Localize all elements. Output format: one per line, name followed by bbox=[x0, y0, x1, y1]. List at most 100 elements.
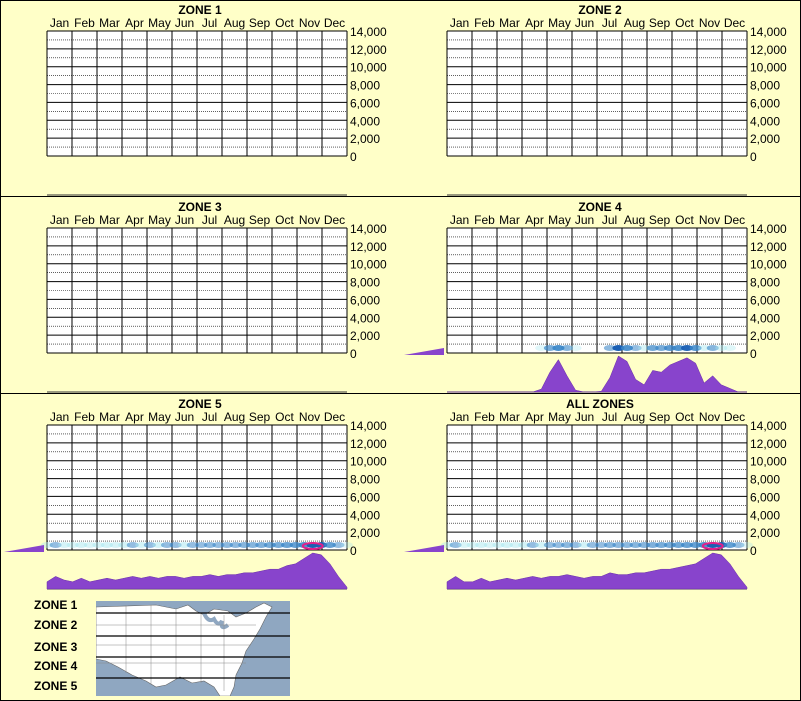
month-label: Oct bbox=[275, 16, 294, 30]
y-tick-label: 8,000 bbox=[350, 79, 380, 93]
zone-chart-svg: ZONE 3 Jan Feb Mar Apr May Jun Jul Aug Sep Oct Nov D… bbox=[46, 200, 387, 393]
month-label: Dec bbox=[324, 16, 345, 30]
y-tick-label: 12,000 bbox=[350, 437, 387, 451]
heat-band bbox=[41, 542, 353, 550]
chart-title: ZONE 1 bbox=[178, 3, 222, 17]
month-label: Apr bbox=[125, 213, 144, 227]
zone-chart-svg: ZONE 2 Jan Feb Mar Apr May Jun Jul Aug Sep Oct Nov D… bbox=[446, 3, 787, 196]
y-tick-label: 10,000 bbox=[350, 61, 387, 75]
y-tick-label: 12,000 bbox=[350, 240, 387, 254]
chart-panel-5: ZONE 5 Jan Feb Mar Apr May Jun Jul Aug Sep Oct Nov D… bbox=[0, 394, 401, 591]
month-label: Jan bbox=[450, 16, 469, 30]
month-label: Jun bbox=[175, 410, 194, 424]
legend-zone-4: ZONE 4 bbox=[34, 659, 78, 673]
y-tick-label: 6,000 bbox=[750, 293, 780, 307]
us-zone-map bbox=[96, 601, 290, 696]
month-label: Jul bbox=[602, 410, 617, 424]
y-tick-label: 2,000 bbox=[750, 329, 780, 343]
x-density-curve bbox=[46, 552, 348, 590]
month-label: Jun bbox=[575, 410, 594, 424]
y-tick-label: 12,000 bbox=[750, 437, 787, 451]
month-label: Oct bbox=[675, 410, 694, 424]
y-tick-label: 4,000 bbox=[750, 114, 780, 128]
y-tick-label: 4,000 bbox=[750, 311, 780, 325]
chart-panel-4: ZONE 4 Jan Feb Mar Apr May Jun Jul Aug Sep Oct Nov D… bbox=[400, 197, 801, 394]
y-tick-label: 10,000 bbox=[750, 455, 787, 469]
zone-chart-svg: ZONE 4 Jan Feb Mar Apr May Jun Jul Aug Sep Oct Nov D… bbox=[404, 200, 787, 393]
chart-panel-1: ZONE 1 Jan Feb Mar Apr May Jun Jul Aug Sep Oct Nov D… bbox=[0, 0, 401, 197]
y-tick-label: 8,000 bbox=[350, 473, 380, 487]
month-label: Mar bbox=[499, 213, 520, 227]
us-map-graphic bbox=[96, 601, 290, 696]
month-label: May bbox=[548, 213, 571, 227]
heat-band bbox=[535, 345, 736, 351]
month-label: Sep bbox=[649, 410, 671, 424]
x-density-curve bbox=[447, 355, 747, 393]
legend-zone-3: ZONE 3 bbox=[34, 640, 78, 654]
month-label: Oct bbox=[675, 213, 694, 227]
y-tick-label: 8,000 bbox=[350, 276, 380, 290]
y-tick-label: 10,000 bbox=[350, 258, 387, 272]
legend-zone-5: ZONE 5 bbox=[34, 679, 78, 693]
y-tick-label: 8,000 bbox=[750, 79, 780, 93]
chart-title: ZONE 4 bbox=[578, 200, 622, 214]
month-label: Jul bbox=[602, 16, 617, 30]
y-tick-label: 2,000 bbox=[750, 132, 780, 146]
month-label: Jan bbox=[50, 410, 69, 424]
y-tick-label: 0 bbox=[750, 347, 757, 361]
month-label: Dec bbox=[724, 410, 745, 424]
month-label: Mar bbox=[99, 213, 120, 227]
chart-title: ZONE 3 bbox=[178, 200, 222, 214]
month-label: Sep bbox=[249, 410, 271, 424]
zone-chart-svg: ZONE 5 Jan Feb Mar Apr May Jun Jul Aug Sep Oct Nov D… bbox=[4, 397, 387, 590]
month-label: Aug bbox=[624, 16, 645, 30]
y-density-wedge bbox=[4, 545, 44, 552]
month-label: Aug bbox=[224, 213, 245, 227]
month-label: Nov bbox=[299, 410, 320, 424]
month-label: Mar bbox=[99, 410, 120, 424]
month-label: Nov bbox=[299, 16, 320, 30]
month-label: May bbox=[548, 410, 571, 424]
month-label: Jul bbox=[602, 213, 617, 227]
y-tick-label: 6,000 bbox=[350, 490, 380, 504]
month-label: Apr bbox=[525, 16, 544, 30]
y-tick-label: 6,000 bbox=[750, 96, 780, 110]
month-label: Jun bbox=[575, 16, 594, 30]
chart-panel-3: ZONE 3 Jan Feb Mar Apr May Jun Jul Aug Sep Oct Nov D… bbox=[0, 197, 401, 394]
month-label: Jul bbox=[202, 410, 217, 424]
month-label: May bbox=[148, 410, 171, 424]
y-tick-label: 14,000 bbox=[750, 222, 787, 236]
y-tick-label: 14,000 bbox=[750, 25, 787, 39]
y-tick-label: 0 bbox=[750, 544, 757, 558]
y-tick-label: 14,000 bbox=[350, 419, 387, 433]
month-label: Jan bbox=[450, 213, 469, 227]
zone-chart-svg: ALL ZONES Jan Feb Mar Apr May Jun Jul Aug Sep Oct N… bbox=[404, 397, 787, 590]
y-tick-label: 6,000 bbox=[350, 96, 380, 110]
month-label: Sep bbox=[249, 213, 271, 227]
month-label: May bbox=[548, 16, 571, 30]
y-tick-label: 6,000 bbox=[750, 490, 780, 504]
month-label: Oct bbox=[275, 410, 294, 424]
month-label: Mar bbox=[99, 16, 120, 30]
month-label: Feb bbox=[474, 16, 495, 30]
legend-zone-1: ZONE 1 bbox=[34, 598, 78, 612]
month-label: Jul bbox=[202, 213, 217, 227]
chart-panel-6: ALL ZONES Jan Feb Mar Apr May Jun Jul Aug Sep Oct N… bbox=[400, 394, 801, 591]
y-tick-label: 4,000 bbox=[350, 311, 380, 325]
y-tick-label: 10,000 bbox=[750, 258, 787, 272]
y-tick-label: 12,000 bbox=[750, 43, 787, 57]
month-label: May bbox=[148, 16, 171, 30]
y-tick-label: 8,000 bbox=[750, 276, 780, 290]
month-label: Mar bbox=[499, 16, 520, 30]
month-label: Aug bbox=[624, 410, 645, 424]
month-label: Nov bbox=[299, 213, 320, 227]
y-tick-label: 12,000 bbox=[350, 43, 387, 57]
month-label: Jun bbox=[175, 213, 194, 227]
month-label: Jan bbox=[450, 410, 469, 424]
month-label: Jun bbox=[575, 213, 594, 227]
month-label: May bbox=[148, 213, 171, 227]
month-label: Nov bbox=[699, 410, 720, 424]
month-label: Apr bbox=[125, 16, 144, 30]
month-label: Dec bbox=[724, 213, 745, 227]
y-tick-label: 0 bbox=[350, 150, 357, 164]
